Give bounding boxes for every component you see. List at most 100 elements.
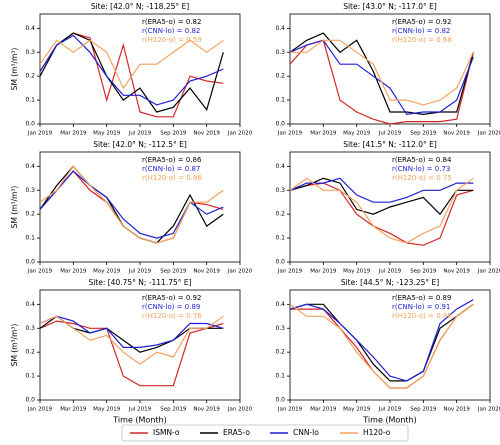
panel-title: Site: [43.0° N; -117.0° E] [343,2,437,11]
annotation: r(CNN-lo) = 0.91 [392,303,450,311]
x-tick-label: Jan 2020 [477,269,500,275]
y-tick-label: 0.0 [275,121,285,128]
annotation: r(H120-o) = 0.68 [392,36,452,44]
annotation: r(H120-o) = 0.59 [142,36,202,44]
x-tick-label: Nov 2019 [443,269,470,275]
y-tick-label: 0.4 [275,25,285,32]
x-tick-label: Nov 2019 [193,407,220,413]
x-tick-label: May 2019 [93,407,121,413]
series-line [290,39,474,106]
legend-label: ISMN-o [153,428,180,437]
y-tick-label: 0.3 [275,325,285,332]
x-tick-label: Jan 2019 [27,131,53,137]
x-tick-label: Nov 2019 [443,131,470,137]
annotation: r(H120-o) = 0.88 [392,312,452,320]
x-tick-label: Mar 2019 [310,407,337,413]
x-tick-label: Mar 2019 [60,407,87,413]
x-tick-label: Sep 2019 [160,407,187,413]
x-tick-label: Sep 2019 [410,407,437,413]
x-tick-label: Jul 2019 [128,269,152,275]
y-axis-label: SM (m³/m³) [10,186,19,229]
annotation: r(ERA5-o) = 0.92 [142,294,201,302]
x-tick-label: Jan 2019 [277,131,303,137]
x-tick-label: Jan 2019 [27,269,53,275]
x-tick-label: Jan 2019 [277,407,303,413]
y-axis-label: SM (m³/m³) [10,48,19,91]
series-line [289,177,474,244]
x-tick-label: Sep 2019 [410,131,437,137]
x-tick-label: Jul 2019 [128,131,152,137]
series-line [289,39,474,116]
x-tick-label: Mar 2019 [310,269,337,275]
y-tick-label: 0.3 [25,187,35,194]
x-axis-label: Time (Month) [362,416,416,425]
annotation: r(CNN-lo) = 0.87 [142,165,200,173]
plot-frame [39,151,241,263]
series-line [289,32,474,116]
x-tick-label: Jan 2020 [477,407,500,413]
series-line [39,170,224,239]
y-tick-label: 0.3 [25,49,35,56]
annotation: r(CNN-lo) = 0.82 [142,27,200,35]
series-line [289,303,474,389]
annotation: r(CNN-lo) = 0.89 [142,303,200,311]
series-line [39,32,224,118]
y-tick-label: 0.1 [25,235,35,242]
series-line [289,303,474,382]
x-tick-label: Jan 2020 [477,131,500,137]
x-tick-label: Mar 2019 [310,131,337,137]
y-tick-label: 0.0 [275,397,285,404]
y-tick-label: 0.1 [25,373,35,380]
y-tick-label: 0.2 [275,349,285,356]
y-tick-label: 0.1 [275,97,285,104]
series-line [289,299,474,382]
series-line [39,165,224,244]
plot-frame [39,13,241,125]
x-tick-label: May 2019 [93,269,121,275]
y-tick-label: 0.1 [275,235,285,242]
x-tick-label: Jul 2019 [128,407,152,413]
series-line [39,315,224,365]
series-line [39,34,224,106]
y-tick-label: 0.4 [25,25,35,32]
x-tick-label: Jul 2019 [378,131,402,137]
x-tick-label: Nov 2019 [193,269,220,275]
x-tick-label: Jan 2019 [27,407,53,413]
x-tick-label: Sep 2019 [160,269,187,275]
annotation: r(CNN-lo) = 0.73 [392,165,450,173]
series-line [39,39,224,90]
y-tick-label: 0.2 [25,349,35,356]
x-tick-label: Jan 2019 [277,269,303,275]
y-tick-label: 0.3 [275,187,285,194]
series-line [39,320,224,387]
y-tick-label: 0.1 [25,97,35,104]
x-tick-label: Mar 2019 [60,131,87,137]
annotation: r(ERA5-o) = 0.89 [392,294,451,302]
y-axis-label: SM (m³/m³) [10,324,19,367]
y-tick-label: 0.0 [275,259,285,266]
x-tick-label: Jul 2019 [378,407,402,413]
legend-label: H120-o [363,428,391,437]
panel-title: Site: [40.75° N; -111.75° E] [88,278,191,287]
x-tick-label: May 2019 [93,131,121,137]
y-tick-label: 0.2 [275,211,285,218]
x-tick-label: Jul 2019 [378,269,402,275]
y-tick-label: 0.0 [25,397,35,404]
x-tick-label: Jan 2020 [227,131,253,137]
y-tick-label: 0.2 [25,73,35,80]
y-tick-label: 0.0 [25,121,35,128]
annotation: r(H120-o) = 0.76 [142,312,202,320]
panel-title: Site: [41.5° N; -112.0° E] [343,140,437,149]
annotation: r(ERA5-o) = 0.84 [392,156,452,164]
series-line [39,32,224,113]
y-tick-label: 0.3 [275,49,285,56]
annotation: r(H120-o) = 0.86 [142,174,202,182]
panel-title: Site: [42.0° N; -112.5° E] [93,140,187,149]
x-tick-label: Nov 2019 [443,407,470,413]
x-tick-label: Nov 2019 [193,131,220,137]
y-tick-label: 0.1 [275,373,285,380]
y-tick-label: 0.2 [25,211,35,218]
y-tick-label: 0.4 [275,301,285,308]
legend-label: ERA5-o [223,428,250,437]
